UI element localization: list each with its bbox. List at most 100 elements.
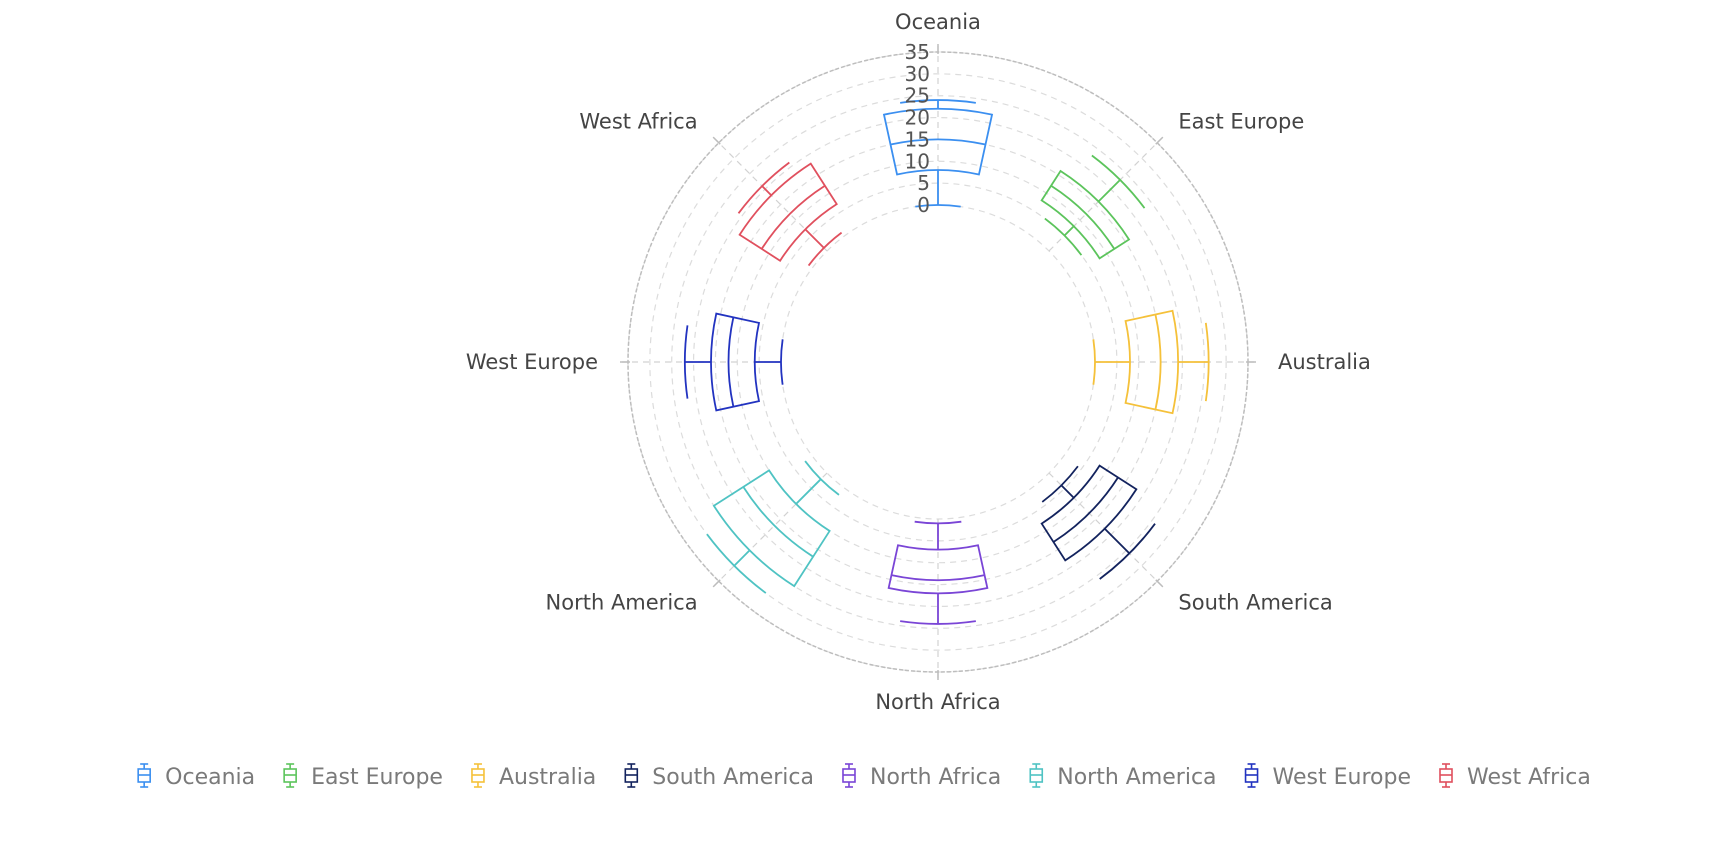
cap-low (1041, 465, 1079, 503)
legend-boxplot-icon (1244, 763, 1259, 788)
legend-item-south-america: South America (624, 763, 814, 790)
legend-label: Oceania (165, 765, 255, 790)
whisker-high (1097, 179, 1121, 203)
grid-circle-15 (714, 138, 1162, 586)
box-median (760, 184, 826, 250)
box-north-america (706, 460, 840, 594)
category-label-oceania: Oceania (895, 10, 981, 34)
box-median (727, 317, 735, 407)
radial-tick-label: 10 (905, 149, 930, 173)
legend-item-north-africa: North Africa (842, 763, 1001, 790)
legend-boxplot-icon (1439, 763, 1453, 788)
cap-high (900, 620, 976, 625)
radial-tick-label: 30 (905, 62, 930, 86)
radial-tick-label: 15 (905, 127, 930, 151)
legend-label: Australia (499, 765, 596, 790)
whisker-high (761, 185, 772, 196)
box-body (738, 162, 838, 262)
grid-circle-10 (736, 160, 1140, 564)
radial-tick-label: 25 (905, 84, 930, 108)
box-oceania (882, 99, 994, 208)
whisker-high (1104, 528, 1131, 555)
legend-item-east-europe: East Europe (283, 763, 443, 790)
cap-low (804, 460, 840, 496)
legend-item-north-america: North America (1029, 763, 1217, 790)
legend-item-west-africa: West Africa (1439, 763, 1591, 790)
cap-high (1204, 322, 1210, 402)
spoke-tick-west-africa (712, 136, 721, 145)
box-median (1050, 184, 1116, 250)
legend-label: South America (652, 765, 814, 790)
box-australia (1092, 309, 1210, 415)
legend-item-west-europe: West Europe (1244, 763, 1411, 790)
category-label-east-europe: East Europe (1178, 110, 1304, 134)
cap-low (1044, 217, 1083, 256)
cap-high (706, 533, 767, 594)
whisker-high (733, 549, 751, 567)
legend-boxplot-icon (283, 763, 297, 788)
legend-boxplot-icon (471, 763, 485, 788)
box-body (1040, 464, 1138, 562)
box-median (891, 574, 985, 582)
cap-high (737, 161, 790, 214)
legend-boxplot-icon (624, 763, 639, 788)
radial-tick-label: 0 (917, 193, 930, 217)
box-body (882, 108, 994, 176)
legend-item-oceania: Oceania (137, 763, 255, 790)
whisker-low (1060, 484, 1075, 499)
box-west-africa (737, 161, 843, 267)
cap-low (1092, 339, 1096, 385)
legend-label: East Europe (311, 765, 443, 790)
box-median (742, 486, 814, 558)
category-label-north-africa: North Africa (875, 690, 1000, 714)
legend-item-australia: Australia (471, 763, 596, 790)
legend-label: North Africa (870, 765, 1001, 790)
cap-high (900, 99, 976, 104)
box-body (710, 312, 761, 412)
box-north-africa (887, 520, 989, 625)
legend-boxplot-icon (1029, 763, 1044, 788)
radial-tick-label: 35 (905, 40, 930, 64)
box-median (1154, 314, 1162, 410)
cap-high (1099, 523, 1156, 580)
box-median (890, 138, 986, 146)
legend: Oceania East Europe Australia South America… (137, 763, 1591, 790)
radial-tick-label: 20 (905, 106, 930, 130)
legend-label: West Europe (1273, 765, 1411, 790)
spoke-tick-east-europe (1155, 136, 1164, 145)
legend-boxplot-icon (842, 763, 856, 788)
box-body (1124, 309, 1179, 415)
whisker-low (795, 478, 822, 505)
category-label-north-america: North America (546, 590, 698, 614)
box-south-america (1040, 464, 1156, 580)
cap-high (683, 325, 689, 399)
radial-tick-label: 5 (917, 171, 930, 195)
cap-low (914, 520, 962, 525)
cap-low (915, 204, 961, 208)
box-layer (683, 99, 1210, 625)
whisker-low (804, 228, 825, 249)
cap-low (780, 339, 784, 385)
category-label-south-america: South America (1178, 590, 1332, 614)
legend-boxplot-icon (137, 763, 151, 788)
grid-circle-30 (649, 73, 1227, 651)
spoke-tick-north-america (712, 579, 721, 588)
spoke-tick-south-america (1155, 579, 1164, 588)
box-west-europe (683, 312, 784, 412)
category-label-west-africa: West Africa (579, 110, 697, 134)
category-label-australia: Australia (1278, 350, 1371, 374)
cap-low (807, 231, 843, 267)
box-body (887, 544, 989, 595)
category-label-west-europe: West Europe (466, 350, 598, 374)
legend-label: North America (1057, 765, 1216, 790)
box-east-europe (1040, 154, 1146, 260)
grid-circle-0 (780, 204, 1096, 520)
box-median (1052, 476, 1119, 543)
box-body (712, 469, 831, 588)
box-body (1040, 169, 1131, 260)
legend-label: West Africa (1467, 765, 1591, 790)
whisker-low (1063, 225, 1075, 237)
cap-high (1091, 154, 1146, 209)
